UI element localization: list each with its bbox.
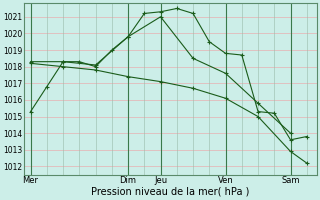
X-axis label: Pression niveau de la mer( hPa ): Pression niveau de la mer( hPa ) — [91, 187, 250, 197]
